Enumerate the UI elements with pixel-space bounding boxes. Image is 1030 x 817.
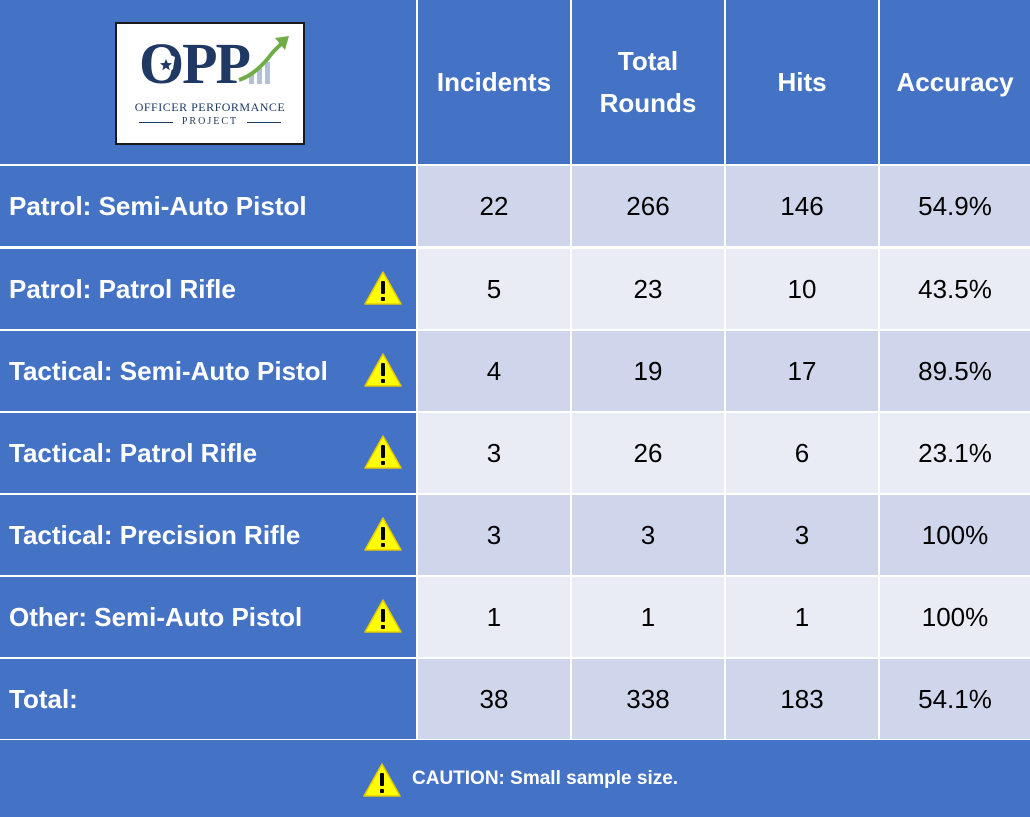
opp-logo: OPP OFFICER PERFORMANCE PROJECT [115, 22, 305, 145]
table-cell: 1 [726, 577, 878, 657]
table-cell: 266 [572, 166, 724, 246]
badge-icon [157, 53, 175, 75]
column-header-line: Hits [777, 67, 827, 97]
caution-note: CAUTION: Small sample size. [412, 767, 679, 789]
warning-icon [364, 271, 402, 305]
column-header-line: Rounds [599, 88, 697, 118]
table-cell: 43.5% [880, 249, 1030, 329]
table-cell: 4 [418, 331, 570, 411]
column-header-line: Incidents [436, 67, 552, 97]
column-header-line: Accuracy [896, 67, 1014, 97]
column-header-hits: Hits [726, 0, 878, 164]
table-cell: 19 [572, 331, 724, 411]
table-cell: 5 [418, 249, 570, 329]
table-cell: 54.1% [880, 659, 1030, 739]
table-cell: 89.5% [880, 331, 1030, 411]
warning-icon [364, 517, 402, 551]
table-cell: 22 [418, 166, 570, 246]
table-cell: 54.9% [880, 166, 1030, 246]
logo-rule-right [247, 122, 281, 123]
row-label: Total: [0, 659, 416, 739]
table-cell: 3 [418, 495, 570, 575]
table-cell: 1 [572, 577, 724, 657]
row-label: Tactical: Semi-Auto Pistol [0, 331, 416, 411]
column-header-total-rounds: Total Rounds [572, 0, 724, 164]
table-cell: 26 [572, 413, 724, 493]
table-cell: 3 [572, 495, 724, 575]
warning-icon [364, 599, 402, 633]
column-header-incidents: Incidents [418, 0, 570, 164]
table-cell: 3 [726, 495, 878, 575]
table-cell: 23 [572, 249, 724, 329]
row-label: Tactical: Precision Rifle [0, 495, 416, 575]
table-cell: 1 [418, 577, 570, 657]
logo-line1: OFFICER PERFORMANCE [134, 100, 286, 114]
logo-letters: OPP [139, 31, 251, 96]
table-cell: 3 [418, 413, 570, 493]
column-header-line: Total [617, 46, 679, 76]
warning-icon [363, 763, 401, 797]
column-header-accuracy: Accuracy [880, 0, 1030, 164]
logo-line2: PROJECT [181, 116, 239, 127]
row-label: Other: Semi-Auto Pistol [0, 577, 416, 657]
table-cell: 17 [726, 331, 878, 411]
table-cell: 10 [726, 249, 878, 329]
row-label: Tactical: Patrol Rifle [0, 413, 416, 493]
table-footer: CAUTION: Small sample size. [0, 740, 1030, 817]
table-cell: 100% [880, 577, 1030, 657]
logo-rule-left [139, 122, 173, 123]
row-label: Patrol: Semi-Auto Pistol [0, 166, 416, 246]
row-label: Patrol: Patrol Rifle [0, 249, 416, 329]
table-cell: 183 [726, 659, 878, 739]
growth-arrow-icon [238, 36, 289, 84]
table-cell: 146 [726, 166, 878, 246]
table-cell: 6 [726, 413, 878, 493]
table-cell: 23.1% [880, 413, 1030, 493]
table-cell: 100% [880, 495, 1030, 575]
table-cell: 38 [418, 659, 570, 739]
warning-icon [364, 435, 402, 469]
warning-icon [364, 353, 402, 387]
table-cell: 338 [572, 659, 724, 739]
